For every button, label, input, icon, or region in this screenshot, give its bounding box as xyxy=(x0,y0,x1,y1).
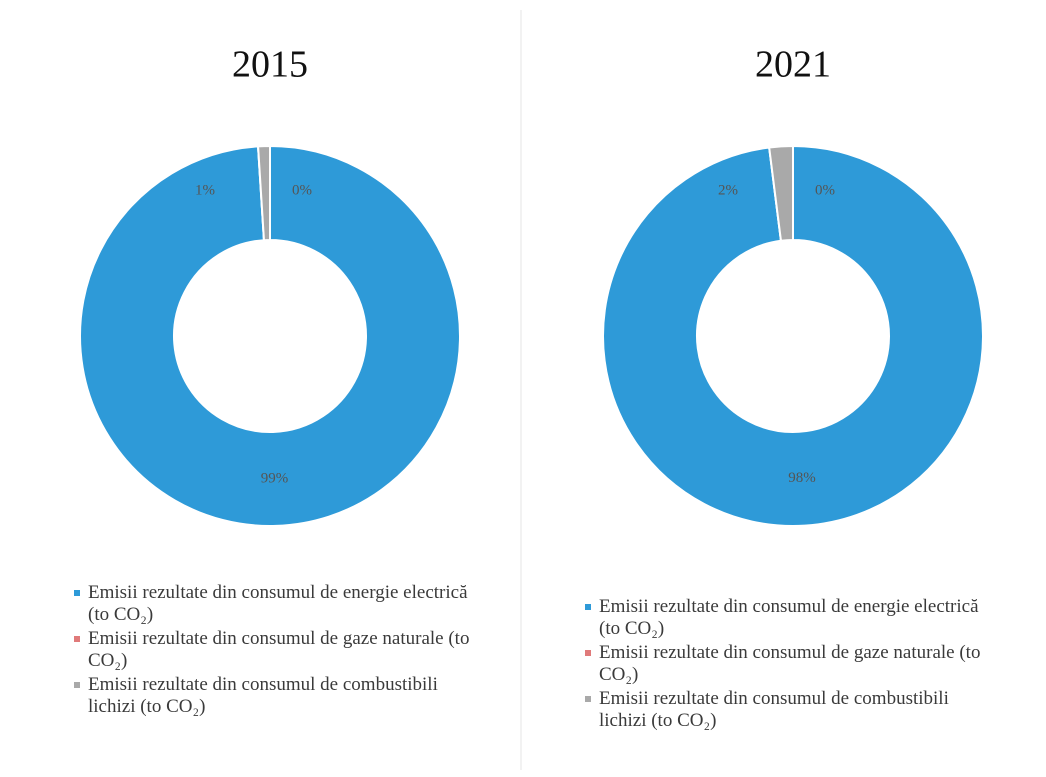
legend-swatch xyxy=(585,604,591,610)
legend-label: Emisii rezultate din consumul de gaze na… xyxy=(599,642,981,685)
legend-swatch xyxy=(74,636,80,642)
donut-slice xyxy=(602,144,984,527)
chart-title: 2015 xyxy=(232,44,308,86)
legend-label: Emisii rezultate din consumul de combust… xyxy=(599,688,949,731)
data-label: 0% xyxy=(292,182,312,198)
donut-slice xyxy=(257,144,271,242)
legend-item: Emisii rezultate din consumul de energie… xyxy=(583,596,983,640)
legend-item: Emisii rezultate din consumul de energie… xyxy=(72,582,472,626)
legend-swatch xyxy=(585,650,591,656)
data-label: 0% xyxy=(815,182,835,198)
legend: Emisii rezultate din consumul de energie… xyxy=(583,596,983,734)
legend-label: Emisii rezultate din consumul de combust… xyxy=(88,674,438,717)
data-label: 98% xyxy=(788,470,816,486)
chart-title: 2021 xyxy=(755,44,831,86)
data-label: 2% xyxy=(718,182,738,198)
legend-label: Emisii rezultate din consumul de gaze na… xyxy=(88,628,470,671)
legend-item: Emisii rezultate din consumul de combust… xyxy=(72,674,472,718)
legend-swatch xyxy=(585,696,591,702)
legend-swatch xyxy=(74,682,80,688)
data-label: 1% xyxy=(195,182,215,198)
legend-item: Emisii rezultate din consumul de gaze na… xyxy=(583,642,983,686)
legend-label: Emisii rezultate din consumul de energie… xyxy=(88,582,468,625)
legend: Emisii rezultate din consumul de energie… xyxy=(72,582,472,720)
legend-label: Emisii rezultate din consumul de energie… xyxy=(599,596,979,639)
legend-item: Emisii rezultate din consumul de combust… xyxy=(583,688,983,732)
legend-swatch xyxy=(74,590,80,596)
donut-slice xyxy=(79,144,462,527)
data-label: 99% xyxy=(261,470,289,486)
donut-slice xyxy=(768,144,794,242)
legend-item: Emisii rezultate din consumul de gaze na… xyxy=(72,628,472,672)
